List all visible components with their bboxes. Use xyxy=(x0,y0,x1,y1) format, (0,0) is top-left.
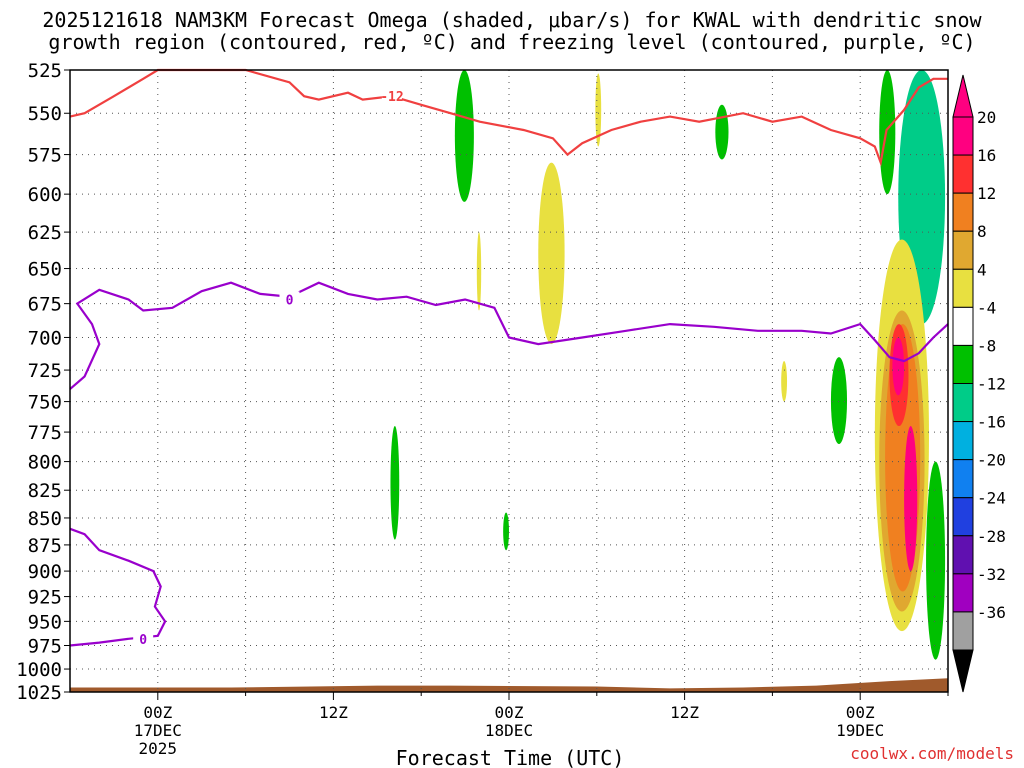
colorbar-swatch-6 xyxy=(952,344,974,384)
y-tick-label-11: 800 xyxy=(28,452,62,474)
omega-shade-9 xyxy=(879,70,896,195)
x-tick-label-3: 12Z xyxy=(670,703,699,722)
terrain-layer xyxy=(70,678,948,692)
y-tick-label-6: 675 xyxy=(28,294,62,316)
colorbar-label-7: -12 xyxy=(977,375,1006,394)
contour-line-0 xyxy=(69,68,948,167)
x-tick-year-0: 2025 xyxy=(139,739,178,758)
y-tick-label-8: 725 xyxy=(28,360,62,382)
colorbar-label-13: -36 xyxy=(977,603,1006,622)
y-tick-label-2: 575 xyxy=(28,145,62,167)
colorbar-swatch-7 xyxy=(952,383,974,423)
y-tick-label-18: 975 xyxy=(28,636,62,658)
y-tick-label-14: 875 xyxy=(28,535,62,557)
colorbar-label-3: 8 xyxy=(977,222,987,241)
y-tick-label-7: 700 xyxy=(28,327,62,349)
colorbar-swatch-0 xyxy=(952,116,974,156)
omega-shade-16 xyxy=(892,337,905,396)
colorbar-swatch-8 xyxy=(952,421,974,461)
y-tick-label-10: 775 xyxy=(28,422,62,444)
colorbar-label-0: 20 xyxy=(977,108,996,127)
y-tick-label-1: 550 xyxy=(28,103,62,125)
contour-line-1 xyxy=(69,281,949,390)
colorbar-label-12: -32 xyxy=(977,565,1006,584)
colorbar-swatch-5 xyxy=(952,306,974,346)
y-tick-label-4: 625 xyxy=(28,222,62,244)
colorbar-label-2: 12 xyxy=(977,184,996,203)
colorbar-label-10: -24 xyxy=(977,489,1006,508)
omega-shade-1 xyxy=(390,426,400,540)
omega-shade-5 xyxy=(595,73,602,147)
x-tick-label-4: 00Z xyxy=(846,703,875,722)
contour-label-bg-2 xyxy=(133,630,154,647)
omega-shade-8 xyxy=(830,357,848,444)
y-tick-label-15: 900 xyxy=(28,561,62,583)
colorbar-label-6: -8 xyxy=(977,336,996,355)
omega-shading-layer xyxy=(390,69,946,660)
colorbar-swatch-13 xyxy=(952,611,974,651)
y-tick-label-17: 950 xyxy=(28,611,62,633)
y-tick-label-12: 825 xyxy=(28,480,62,502)
omega-shade-6 xyxy=(715,104,729,160)
grid-layer xyxy=(70,70,949,692)
chart-title-line-2: growth region (contoured, red, ºC) and f… xyxy=(48,30,976,54)
contour-label-bg-1 xyxy=(279,291,300,308)
contour-layer: -12 0 0 xyxy=(69,68,949,648)
omega-shade-2 xyxy=(503,512,509,551)
colorbar: 20 16 12 8 4 -4 -8 -12 -16 -20 -24 -28 -32 -36 xyxy=(952,74,1006,693)
x-tick-date-2: 18DEC xyxy=(485,721,533,740)
y-tick-label-9: 750 xyxy=(28,392,62,414)
site-credit: coolwx.com/models xyxy=(850,744,1014,763)
y-tick-label-5: 650 xyxy=(28,259,62,281)
colorbar-swatch-9 xyxy=(952,459,974,499)
contour-label-1: 0 xyxy=(286,294,294,309)
colorbar-swatch-10 xyxy=(952,497,974,537)
colorbar-label-9: -20 xyxy=(977,451,1006,470)
colorbar-swatch-3 xyxy=(952,230,974,270)
y-tick-label-13: 850 xyxy=(28,508,62,530)
colorbar-swatch-12 xyxy=(952,573,974,613)
y-tick-label-3: 600 xyxy=(28,184,62,206)
contour-label-0: -12 xyxy=(380,90,403,105)
colorbar-swatch-11 xyxy=(952,535,974,575)
colorbar-label-4: 4 xyxy=(977,260,987,279)
omega-shade-0 xyxy=(454,70,474,202)
y-tick-label-0: 525 xyxy=(28,60,62,82)
colorbar-label-5: -4 xyxy=(977,298,996,317)
x-tick-date-0: 17DEC xyxy=(134,721,182,740)
colorbar-label-1: 16 xyxy=(977,146,996,165)
contour-label-bg-0 xyxy=(381,88,402,105)
x-tick-date-4: 19DEC xyxy=(836,721,884,740)
colorbar-label-8: -16 xyxy=(977,413,1006,432)
omega-shade-11 xyxy=(926,461,946,660)
colorbar-swatch-4 xyxy=(952,268,974,308)
omega-shade-4 xyxy=(476,232,482,311)
colorbar-swatch-1 xyxy=(952,154,974,194)
omega-shade-3 xyxy=(538,162,565,345)
x-tick-label-2: 00Z xyxy=(495,703,524,722)
x-tick-label-0: 00Z xyxy=(143,703,172,722)
colorbar-label-11: -28 xyxy=(977,527,1006,546)
contour-label-2: 0 xyxy=(139,633,147,648)
colorbar-swatch-2 xyxy=(952,192,974,232)
colorbar-top-arrow xyxy=(952,74,974,118)
chart-title-line-1: 2025121618 NAM3KM Forecast Omega (shaded… xyxy=(42,8,982,32)
omega-shade-7 xyxy=(781,361,788,402)
x-tick-label-1: 12Z xyxy=(319,703,348,722)
y-axis: 525 550 575 600 625 650 675 700 725 750 775 800 825 8… xyxy=(16,60,70,704)
x-axis-title: Forecast Time (UTC) xyxy=(396,746,625,768)
terrain-fill xyxy=(70,678,948,692)
colorbar-bottom-arrow xyxy=(952,649,974,693)
contour-line-2 xyxy=(69,527,167,647)
y-tick-label-16: 925 xyxy=(28,587,62,609)
y-tick-label-20: 1025 xyxy=(16,682,62,704)
y-tick-label-19: 1000 xyxy=(16,659,62,681)
omega-shade-17 xyxy=(904,426,918,572)
